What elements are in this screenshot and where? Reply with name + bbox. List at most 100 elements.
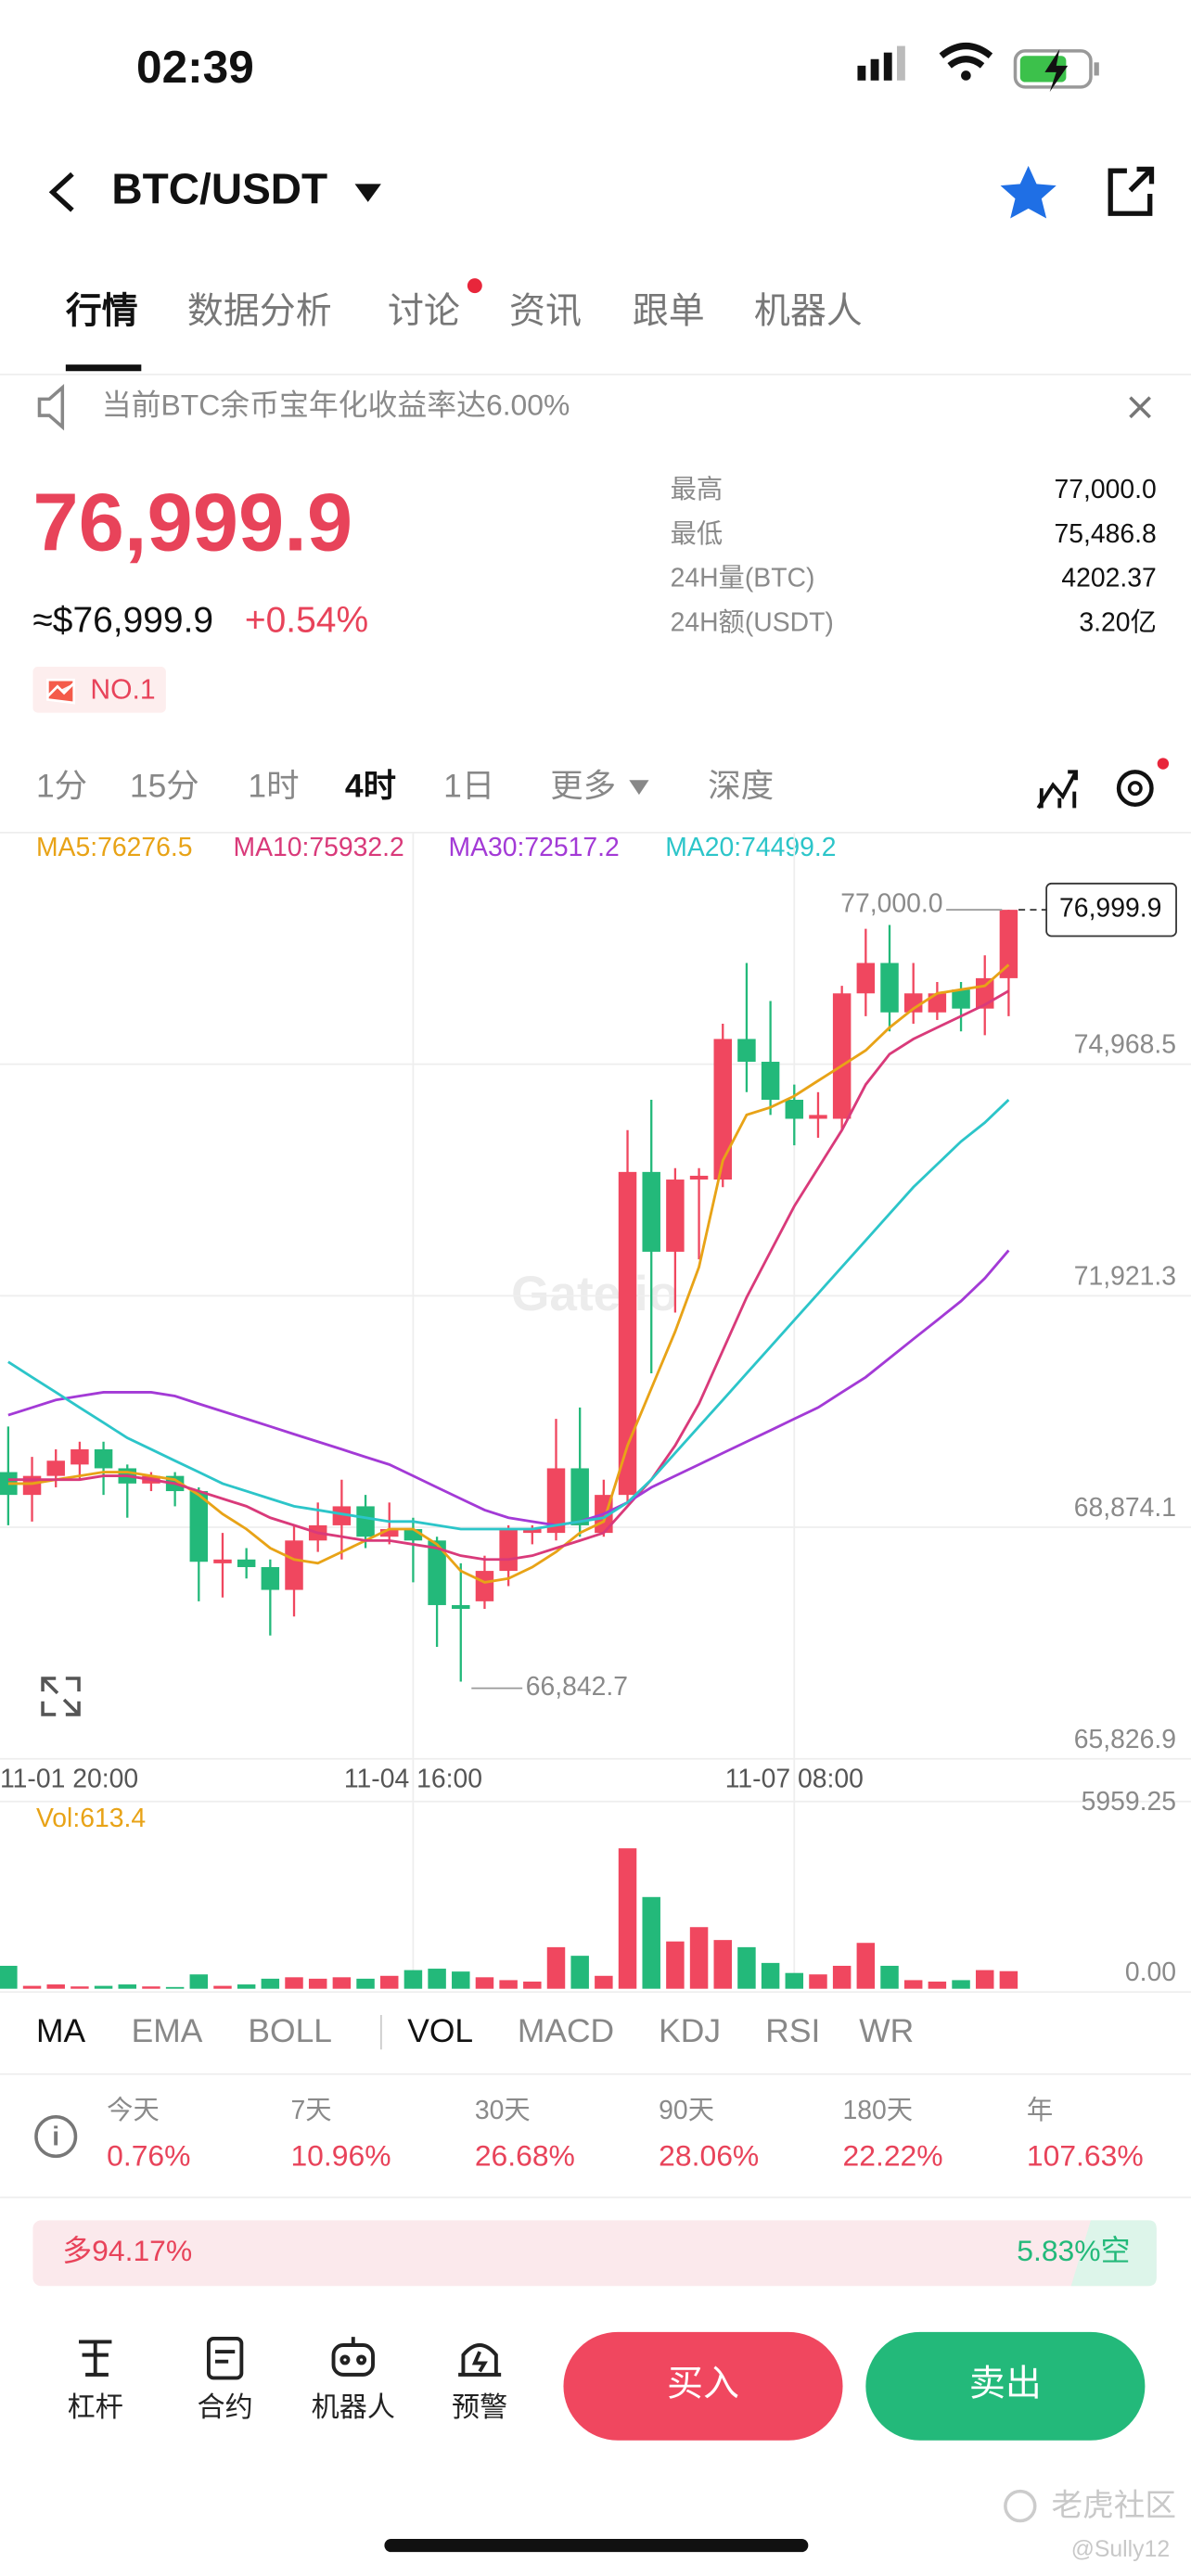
long-ratio: 多94.17% [62,2234,192,2267]
pair-title[interactable]: BTC/USDT [111,164,327,212]
indicator-tabs: MA EMA BOLL VOL MACD KDJ RSI WR [36,2012,914,2049]
volume-bar [46,1984,65,1989]
expand-icon[interactable] [41,1677,81,1716]
return-value: 107.63% [1027,2139,1144,2173]
candle-body [713,1039,732,1180]
volume-bar [546,1946,566,1989]
candle-body [70,1448,89,1465]
x-tick-label: 11-04 16:00 [344,1764,482,1793]
return-value: 26.68% [475,2139,575,2173]
candle-body [666,1180,685,1252]
favorite-star[interactable] [1000,165,1057,219]
settings[interactable] [1116,770,1154,808]
tab[interactable]: 资讯 [509,292,582,332]
close-notice[interactable] [1129,396,1151,419]
candle-body [94,1448,113,1469]
candle-body [618,1171,637,1496]
indicator-tab[interactable]: RSI [765,2012,820,2049]
candle-body [761,1062,780,1101]
timeframe[interactable]: 1时 [248,767,299,804]
candle-body [689,1175,709,1180]
tab[interactable]: 数据分析 [187,292,332,332]
indicator-tab[interactable]: KDJ [659,2012,721,2049]
tab[interactable]: 跟单 [633,292,705,332]
notice[interactable]: 当前BTC余币宝年化收益率达6.00% [102,389,570,422]
volume-bar [952,1980,970,1989]
nav-item[interactable]: 机器人 [312,2392,395,2423]
change: +0.54% [245,601,368,641]
return-period: 年 [1027,2096,1053,2125]
home-indicator [384,2538,809,2553]
long-bar [32,2220,1157,2287]
volume-bar [475,1977,494,1989]
info-icon[interactable] [34,2115,78,2159]
volume-bar [832,1965,852,1989]
watermark-user: @Sully12 [1071,2537,1170,2562]
watermark: Gate.io [511,1267,678,1321]
x-tick-label: 11-07 08:00 [725,1764,864,1793]
candle-body [499,1529,518,1572]
pair-dropdown[interactable] [354,184,381,202]
stat-value: 77,000.0 [1055,475,1157,504]
tab[interactable]: 机器人 [754,292,863,332]
usd-price: ≈$76,999.9 [32,601,213,641]
volume-bar [499,1980,518,1989]
tab-bar: 行情 数据分析 讨论 资讯 跟单 机器人 [66,292,863,332]
ma-line [7,989,1010,1562]
candle-body [428,1540,446,1605]
timeframe[interactable]: 15分 [130,767,199,804]
indicator-tab[interactable]: EMA [132,2012,203,2049]
stats: 最高 77,000.0 最低 75,486.8 24H量(BTC) 4202.37 24H额… [671,475,1157,637]
watermark-logo [1004,2489,1037,2523]
y-tick-label: 71,921.3 [1074,1261,1176,1291]
volume-bar [523,1981,542,1989]
nav-item[interactable]: 杠杆 [68,2392,123,2423]
candle-body [570,1468,589,1525]
volume-bar [570,1956,589,1989]
candle-body [285,1540,303,1590]
nav-item[interactable]: 合约 [198,2392,253,2423]
last-price-box [1045,882,1177,937]
tab[interactable]: 行情 [66,292,138,332]
candle-body [189,1491,209,1562]
return-period: 180天 [843,2096,914,2125]
volume-bar [70,1986,89,1989]
sell-button[interactable] [865,2331,1146,2441]
indicator-tab[interactable]: WR [859,2012,914,2049]
y-tick-label: 65,826.9 [1074,1725,1176,1754]
volume-bar [403,1970,423,1989]
watermark-brand: 老虎社区 [1051,2488,1176,2523]
volume-bar [452,1971,470,1989]
indicator-tab[interactable]: MA [36,2012,85,2049]
ma-legend: MA30:72517.2 [448,833,619,862]
volume-legend: Vol:613.4 [36,1804,146,1833]
share-button[interactable] [1108,166,1155,216]
candle-body [999,910,1018,978]
last-price: 76,999.9 [32,477,352,568]
tab-underline [65,364,142,372]
back-button[interactable] [48,172,74,212]
sell-label[interactable]: 卖出 [969,2365,1042,2404]
stat-value: 3.20亿 [1079,607,1156,637]
indicator-tab[interactable]: MACD [518,2012,614,2049]
ma-legend: MA5:76276.5 [36,833,193,862]
rank-icon [46,678,76,705]
candle-body [809,1115,827,1119]
timeframe[interactable]: 1日 [443,767,494,804]
indicator-tab[interactable]: BOLL [248,2012,332,2049]
nav-item[interactable]: 预警 [452,2392,507,2423]
candle-body [403,1529,423,1541]
return-value: 22.22% [843,2139,943,2173]
candle-body [379,1529,399,1537]
buy-label[interactable]: 买入 [667,2365,739,2404]
candle-body [213,1559,232,1563]
timeframe[interactable]: 4时 [345,767,396,804]
tab[interactable]: 讨论 [388,292,460,332]
timeframe[interactable]: 深度 [708,767,774,804]
timeframe[interactable]: 1分 [36,767,87,804]
buy-button[interactable] [563,2331,843,2441]
draw-tool[interactable] [1036,770,1078,810]
indicator-tab[interactable]: VOL [407,2012,473,2049]
timeframe[interactable]: 更多 [550,767,616,804]
